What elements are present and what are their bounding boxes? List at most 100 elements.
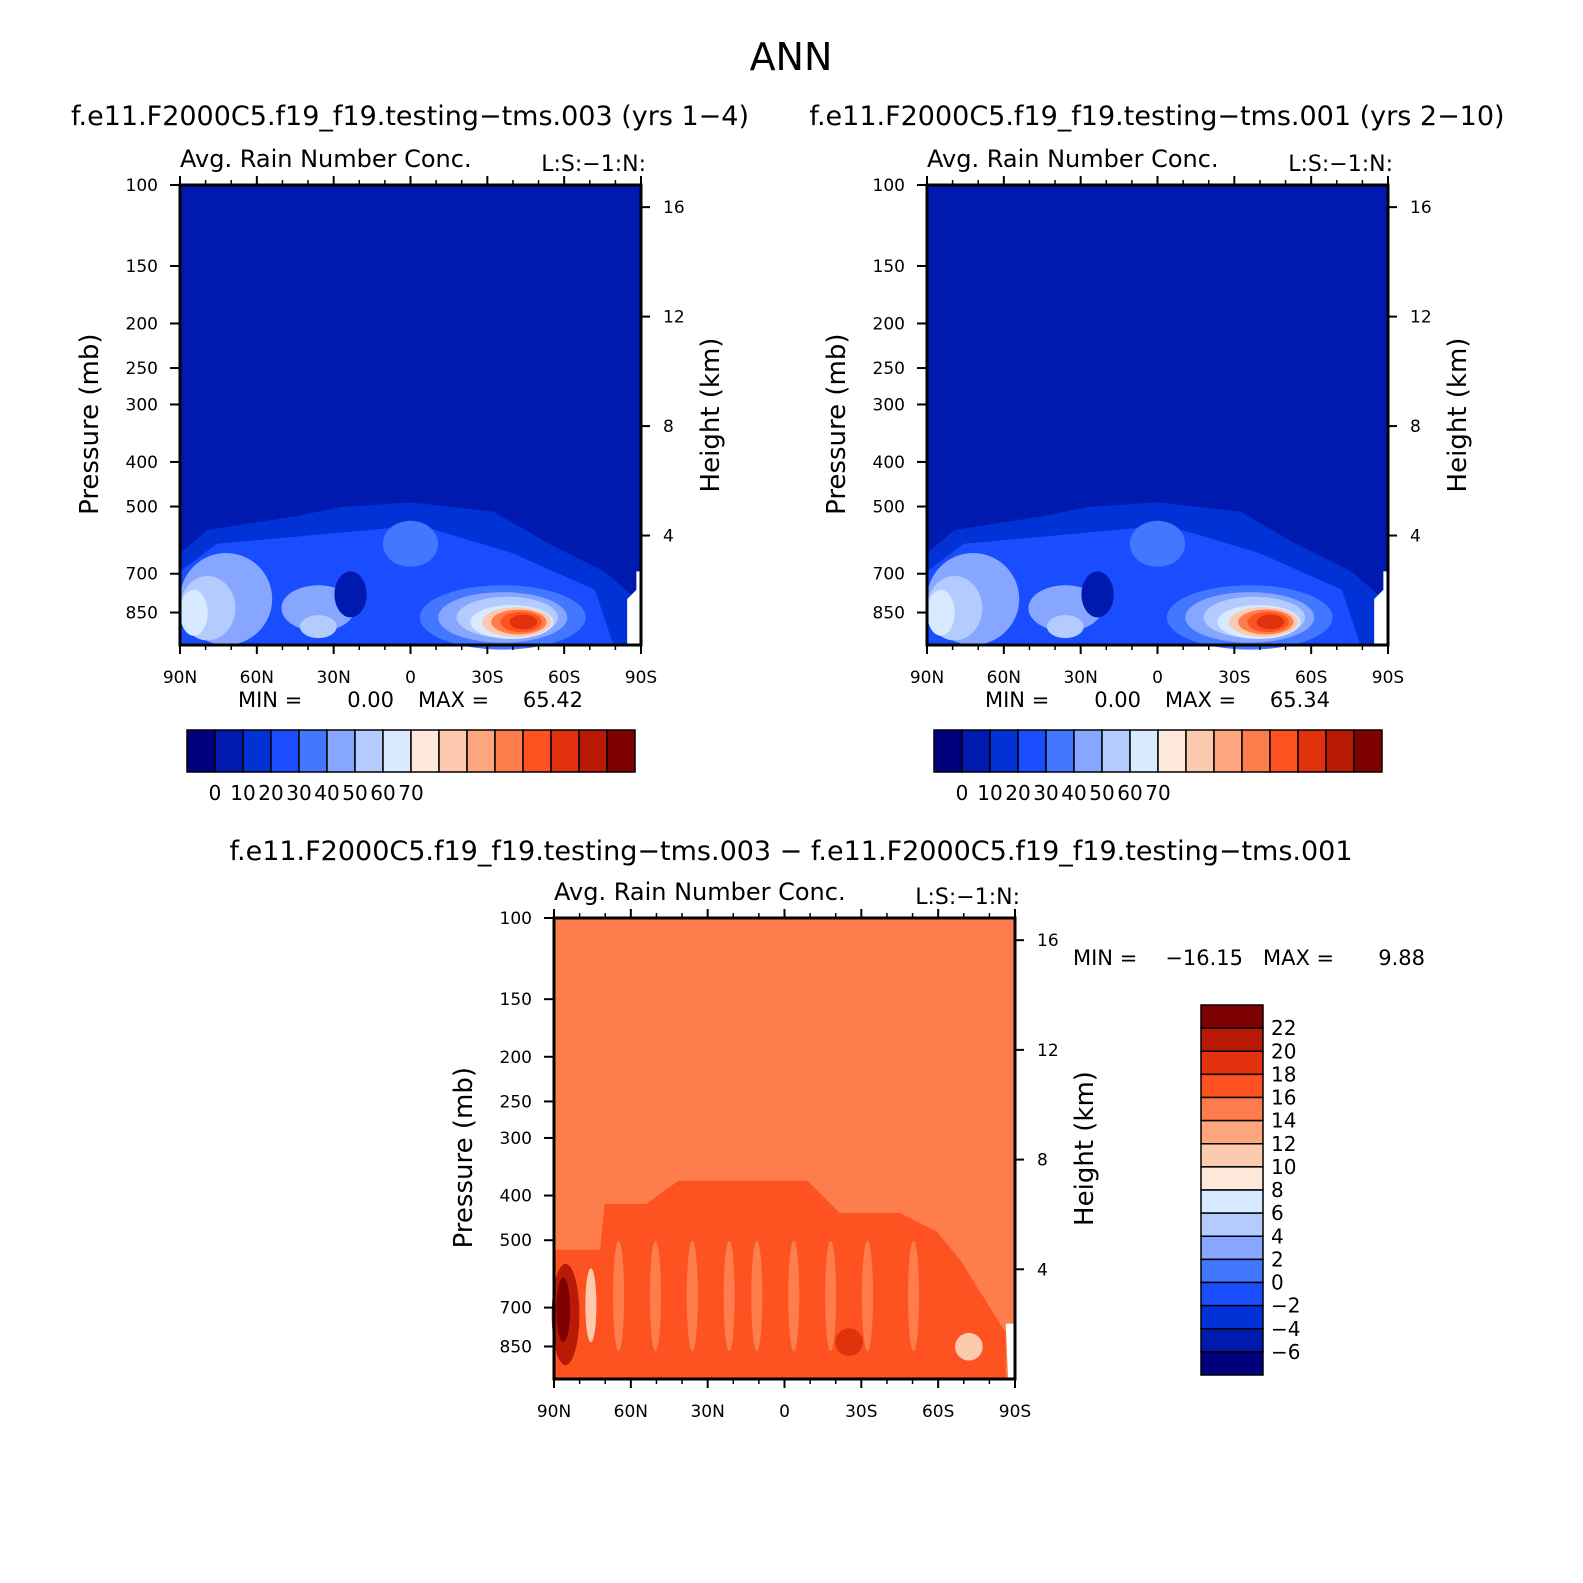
colorbar-label: 30	[286, 781, 311, 805]
y-tick-label: 100	[873, 176, 905, 196]
y-tick-label: 250	[873, 359, 905, 379]
colorbar-label: 14	[1271, 1109, 1296, 1133]
colorbar-label: 40	[1061, 781, 1086, 805]
colorbar-swatch	[1200, 1050, 1264, 1076]
colorbar-label: 4	[1271, 1224, 1284, 1248]
field-contour-band	[686, 1240, 698, 1352]
colorbar-label: 0	[209, 781, 222, 805]
colorbar-label: 16	[1271, 1086, 1296, 1110]
colorbar-swatch	[354, 729, 384, 773]
colorbar-swatch	[933, 729, 963, 773]
colorbar-swatch	[1200, 1281, 1264, 1307]
x-tick-label: 90N	[910, 668, 944, 688]
colorbar-swatch	[494, 729, 524, 773]
y-tick-label: 300	[500, 1129, 532, 1149]
panel-2: f.e11.F2000C5.f19_f19.testing−tms.001 (y…	[809, 101, 1504, 805]
field-contour-band	[509, 614, 538, 630]
colorbar-swatch	[1185, 729, 1215, 773]
panel-tag-label: L:S:−1:N:	[541, 152, 646, 177]
colorbar-label: 8	[1271, 1178, 1284, 1202]
field-contour-band	[955, 1332, 983, 1361]
colorbar-swatch	[1213, 729, 1243, 773]
y-tick-label: 150	[126, 257, 158, 277]
y-tick-label: 700	[873, 565, 905, 585]
y-tick-label: 500	[500, 1231, 532, 1251]
max-label: MAX =	[418, 688, 489, 712]
x-tick-label: 60S	[1295, 668, 1327, 688]
y2-tick-label: 16	[1410, 198, 1432, 218]
colorbar-swatch	[242, 729, 272, 773]
y-tick-label: 500	[873, 498, 905, 518]
colorbar-label: 22	[1271, 1016, 1296, 1040]
y-axis-label: Pressure (mb)	[449, 1067, 479, 1248]
y-tick-label: 850	[873, 604, 905, 624]
y-axis-label: Pressure (mb)	[822, 333, 852, 514]
colorbar-swatch	[1200, 1143, 1264, 1168]
colorbar-swatch	[961, 729, 991, 773]
topography-mask	[1005, 1323, 1015, 1379]
colorbar-swatch	[1129, 729, 1159, 773]
field-contour-band	[788, 1240, 800, 1352]
min-label: MIN =	[985, 688, 1049, 712]
y-tick-label: 700	[500, 1299, 532, 1319]
x-tick-label: 0	[1152, 668, 1163, 688]
min-label: MIN =	[238, 688, 302, 712]
field-contour-band	[556, 1277, 571, 1343]
difference-title: f.e11.F2000C5.f19_f19.testing−tms.003 − …	[229, 836, 1352, 867]
colorbar-swatch	[270, 729, 300, 773]
colorbar-swatch	[1157, 729, 1187, 773]
colorbar-swatch	[410, 729, 440, 773]
colorbar-swatch	[1200, 1166, 1264, 1191]
y2-axis-label: Height (km)	[1443, 338, 1473, 493]
y-tick-label: 100	[126, 176, 158, 196]
colorbar-label: −2	[1271, 1294, 1300, 1318]
y2-tick-label: 16	[663, 198, 685, 218]
field-contour-band	[825, 1240, 837, 1352]
y2-axis-label: Height (km)	[696, 338, 726, 493]
y-tick-label: 200	[873, 314, 905, 334]
field-contour-band	[180, 589, 208, 636]
colorbar-swatch	[1353, 729, 1383, 773]
x-tick-label: 0	[405, 668, 416, 688]
colorbar-label: 20	[258, 781, 283, 805]
x-tick-label: 60N	[987, 668, 1021, 688]
y-tick-label: 250	[500, 1092, 532, 1112]
max-value: 65.34	[1270, 688, 1330, 712]
colorbar-label: 60	[370, 781, 395, 805]
colorbar-swatch	[1200, 1351, 1264, 1376]
topography-mask	[1374, 571, 1388, 645]
colorbar-swatch	[1200, 1073, 1264, 1099]
min-label: MIN =	[1073, 946, 1137, 970]
colorbar-label: 50	[342, 781, 367, 805]
colorbar-swatch	[1297, 729, 1327, 773]
colorbar: 0 10 20 30 40 50 60 70	[186, 729, 636, 805]
field-contour-band	[751, 1240, 763, 1352]
y2-tick-label: 4	[1037, 1260, 1048, 1280]
y2-tick-label: 4	[663, 527, 674, 547]
y-tick-label: 150	[500, 990, 532, 1010]
y-tick-label: 500	[126, 498, 158, 518]
y-tick-label: 700	[126, 565, 158, 585]
field-contour-band	[723, 1240, 735, 1352]
field-contour-band	[1256, 614, 1285, 630]
colorbar: 0 10 20 30 40 50 60 70	[933, 729, 1383, 805]
colorbar-label: 70	[398, 781, 423, 805]
x-tick-label: 90S	[1372, 668, 1404, 688]
colorbar-label: 18	[1271, 1062, 1296, 1086]
colorbar-label: −4	[1271, 1317, 1300, 1341]
x-tick-label: 30S	[1218, 668, 1250, 688]
y2-tick-label: 12	[1410, 308, 1432, 328]
colorbar-swatch	[438, 729, 468, 773]
field-contour-band	[1081, 571, 1114, 618]
panel-tag-label: L:S:−1:N:	[1288, 152, 1393, 177]
y2-tick-label: 8	[663, 417, 674, 437]
colorbar-label: 20	[1005, 781, 1030, 805]
colorbar-swatch	[1101, 729, 1131, 773]
topography-mask	[627, 571, 641, 645]
colorbar-label: 2	[1271, 1247, 1284, 1271]
colorbar-label: 50	[1089, 781, 1114, 805]
min-value: 0.00	[347, 688, 394, 712]
panel-variable-label: Avg. Rain Number Conc.	[180, 145, 472, 173]
